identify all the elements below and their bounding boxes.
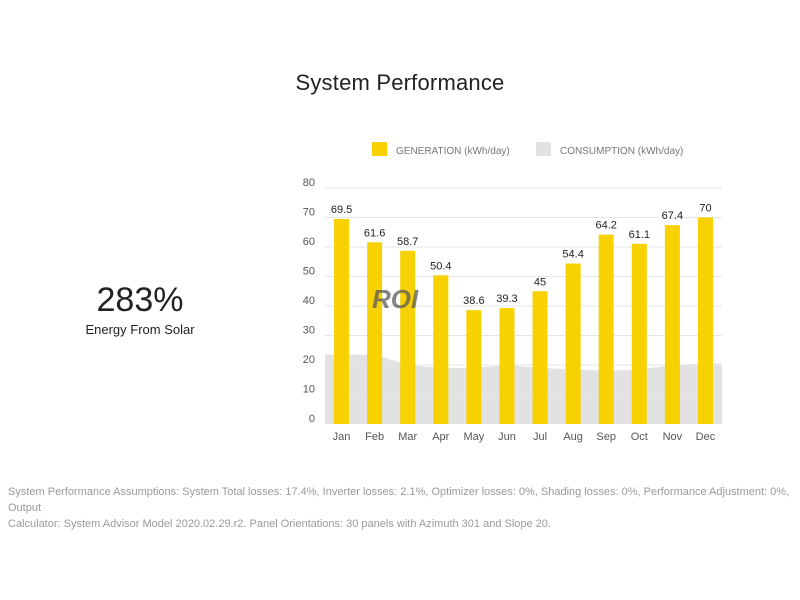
y-tick-label: 10 <box>303 384 315 396</box>
energy-from-solar-kpi: 283% Energy From Solar <box>60 280 220 337</box>
y-tick-label: 60 <box>303 236 315 248</box>
bar-generation-jan <box>334 218 350 424</box>
y-tick-label: 70 <box>303 207 315 219</box>
bar-generation-sep <box>598 234 614 424</box>
y-tick-label: 80 <box>303 177 315 189</box>
bar-generation-aug <box>565 263 581 424</box>
performance-assumptions-footnote: System Performance Assumptions: System T… <box>8 486 790 530</box>
data-label: 69.5 <box>331 204 352 216</box>
x-tick-label: Jul <box>533 431 547 443</box>
data-label: 67.4 <box>662 210 683 222</box>
data-label: 70 <box>699 203 711 215</box>
data-label: 64.2 <box>595 220 616 232</box>
x-tick-label: Aug <box>563 431 583 443</box>
bar-generation-feb <box>367 242 383 424</box>
kpi-value: 283% <box>96 281 184 319</box>
bar-generation-may <box>466 310 482 424</box>
x-tick-label: Oct <box>631 431 648 443</box>
kpi-label: Energy From Solar <box>85 322 195 337</box>
data-label: 50.4 <box>430 260 451 272</box>
data-label: 54.4 <box>562 249 583 261</box>
x-tick-label: Apr <box>432 431 449 443</box>
bar-generation-jul <box>532 291 548 424</box>
y-tick-label: 50 <box>303 266 315 278</box>
bar-generation-nov <box>664 225 680 424</box>
x-tick-label: Jun <box>498 431 516 443</box>
data-label: 61.1 <box>629 229 650 241</box>
bar-generation-mar <box>400 250 416 424</box>
y-tick-label: 30 <box>303 325 315 337</box>
x-tick-label: Nov <box>663 431 683 443</box>
x-tick-label: Mar <box>398 431 417 443</box>
data-label: 58.7 <box>397 236 418 248</box>
bar-generation-oct <box>631 243 647 424</box>
data-label: 39.3 <box>496 293 517 305</box>
legend-label-consumption: CONSUMPTION (kWh/day) <box>560 146 683 157</box>
consumption-area <box>325 354 722 424</box>
bar-generation-jun <box>499 308 515 424</box>
y-tick-label: 0 <box>309 413 315 425</box>
bar-generation-dec <box>697 217 713 424</box>
x-tick-label: Sep <box>596 431 616 443</box>
page-title: System Performance <box>295 70 505 95</box>
system-performance-chart: GENERATION (kWh/day) CONSUMPTION (kWh/day… <box>303 142 722 443</box>
y-tick-label: 20 <box>303 354 315 366</box>
y-tick-label: 40 <box>303 295 315 307</box>
roi-watermark: ROI <box>372 284 419 314</box>
data-label: 61.6 <box>364 227 385 239</box>
legend-swatch-generation <box>372 142 387 156</box>
data-label: 38.6 <box>463 295 484 307</box>
data-label: 45 <box>534 276 546 288</box>
legend-label-generation: GENERATION (kWh/day) <box>396 146 510 157</box>
x-tick-label: Feb <box>365 431 384 443</box>
x-tick-label: May <box>463 431 484 443</box>
x-tick-label: Dec <box>696 431 716 443</box>
x-tick-label: Jan <box>333 431 351 443</box>
bar-generation-apr <box>433 275 449 424</box>
legend-swatch-consumption <box>536 142 551 156</box>
